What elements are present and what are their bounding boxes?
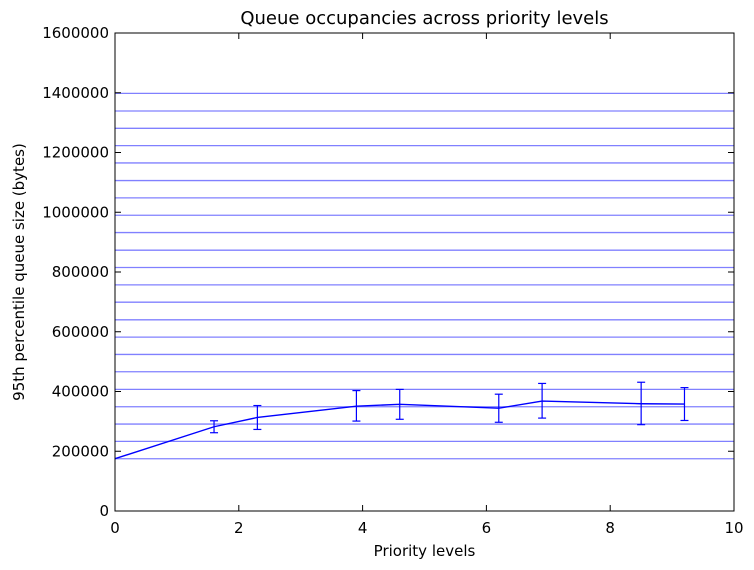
y-tick-label: 600000 [52, 323, 109, 341]
y-tick-label: 1400000 [42, 84, 109, 102]
y-tick-label: 1200000 [42, 144, 109, 162]
x-tick-label: 6 [482, 519, 492, 537]
y-tick-label: 200000 [52, 442, 109, 460]
y-tick-label: 0 [99, 502, 109, 520]
x-tick-label: 2 [234, 519, 244, 537]
y-tick-label: 1000000 [42, 203, 109, 221]
y-tick-label: 1600000 [42, 24, 109, 42]
chart-title: Queue occupancies across priority levels [240, 8, 608, 29]
reference-lines [115, 92, 734, 460]
series-layer [114, 381, 689, 460]
y-axis: 0 200000 400000 600000 800000 1000000 1200000 1… [42, 24, 734, 520]
x-tick-label: 4 [358, 519, 368, 537]
y-axis-label: 95th percentile queue size (bytes) [10, 143, 28, 401]
plot-frame [114, 32, 735, 512]
x-tick-label: 8 [605, 519, 615, 537]
y-tick-label: 800000 [52, 263, 109, 281]
x-axis-label: Priority levels [374, 542, 476, 560]
y-tick-label: 400000 [52, 383, 109, 401]
x-tick-label: 10 [724, 519, 743, 537]
x-axis: 0 2 4 6 8 10 [110, 33, 744, 537]
x-tick-label: 0 [110, 519, 120, 537]
